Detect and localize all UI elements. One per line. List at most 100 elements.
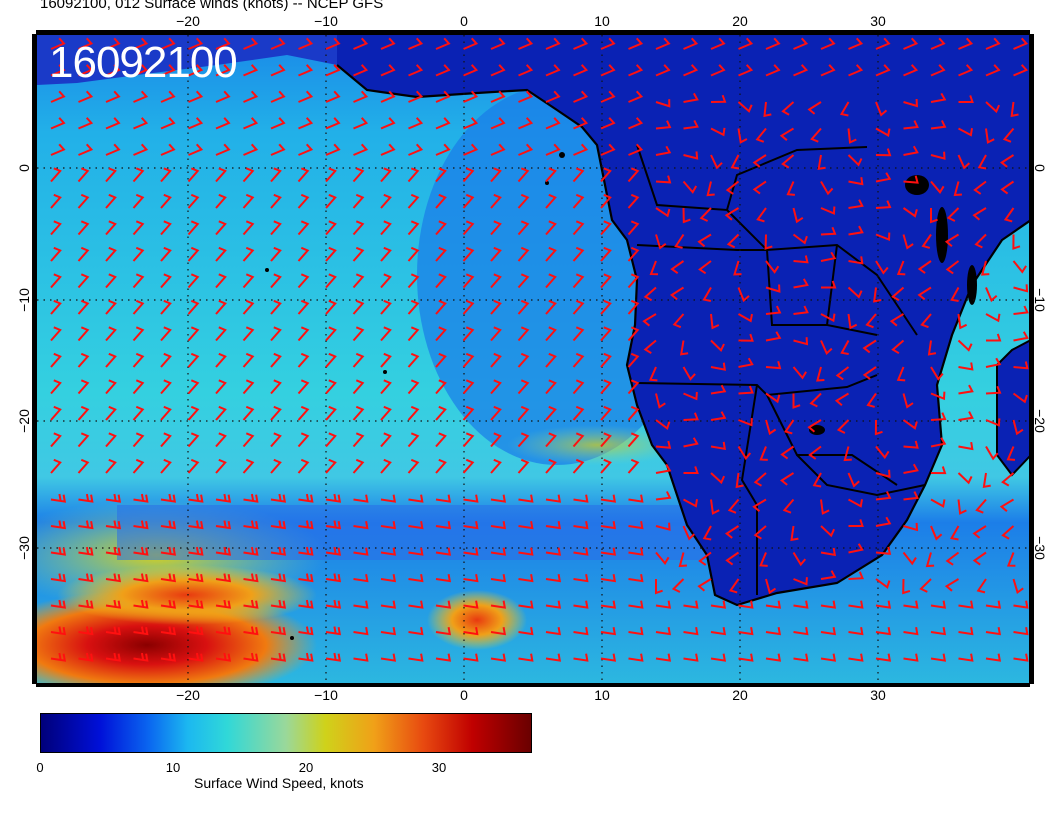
wind-barb [133, 546, 149, 556]
wind-barb [270, 652, 287, 662]
wind-barb [50, 37, 66, 50]
wind-barb [435, 379, 447, 395]
wind-barb [188, 37, 204, 50]
wind-barb [463, 600, 479, 609]
wind-barb [462, 458, 475, 474]
wind-barb [545, 117, 561, 130]
wind-barb [518, 117, 534, 130]
wind-barb [325, 573, 342, 583]
wind-barb [325, 117, 341, 130]
wind-barb [105, 599, 122, 609]
wind-barb [78, 117, 94, 130]
wind-barb [628, 64, 644, 77]
wind-barb [573, 574, 589, 583]
wind-barb [600, 90, 616, 103]
wind-barb [133, 117, 149, 130]
wind-barb [435, 64, 451, 77]
wind-barb [1013, 653, 1029, 662]
wind-map: 16092100 [36, 34, 1030, 684]
wind-barb [517, 193, 530, 209]
wind-barb [353, 574, 369, 583]
wind-barb [408, 627, 424, 636]
wind-barb [105, 546, 122, 556]
colorbar-label: Surface Wind Speed, knots [194, 775, 364, 791]
wind-barb [298, 546, 314, 556]
wind-barb [160, 573, 177, 583]
wind-barb [435, 167, 447, 183]
wind-barb [945, 551, 960, 566]
wind-barb [187, 246, 200, 262]
wind-barb [985, 313, 1001, 323]
wind-barb [672, 313, 685, 329]
wind-barb [490, 37, 506, 50]
wind-barb [763, 101, 772, 118]
wind-barb [545, 600, 562, 609]
wind-barb [325, 326, 337, 342]
wind-barb [242, 167, 255, 183]
wind-barb [380, 458, 392, 474]
wind-barb [50, 352, 62, 368]
wind-barb [408, 574, 424, 583]
wind-barb [132, 326, 145, 342]
wind-barb [490, 405, 502, 421]
wind-barb [573, 600, 589, 609]
wind-barb [187, 405, 200, 421]
wind-barb [958, 384, 974, 395]
wind-barb [215, 220, 227, 236]
wind-barb [160, 405, 172, 421]
wind-barb [600, 326, 612, 342]
wind-barb [755, 127, 767, 143]
wind-barb [572, 299, 585, 315]
wind-barb [50, 405, 62, 421]
wind-barb [78, 143, 94, 156]
wind-barb [973, 180, 987, 195]
wind-barb [380, 167, 392, 183]
wind-barb [270, 143, 286, 156]
wind-barb [353, 117, 369, 130]
wind-barb [298, 573, 314, 583]
wind-barb [710, 154, 723, 170]
colorbar-tick: 0 [36, 760, 44, 775]
wind-barb [132, 379, 145, 395]
wind-barb [380, 117, 396, 130]
wind-barb [930, 627, 947, 636]
wind-barb [380, 432, 392, 448]
wind-barb [957, 472, 973, 485]
wind-barb [790, 525, 799, 542]
wind-barb [435, 432, 447, 448]
wind-barb [490, 458, 502, 474]
wind-barb [600, 494, 617, 503]
wind-barb [903, 627, 919, 636]
wind-barb [298, 143, 314, 156]
wind-barb [683, 466, 699, 474]
wind-barb [682, 525, 695, 541]
wind-barb [903, 37, 919, 50]
wind-barb [683, 119, 699, 130]
wind-barb [408, 521, 424, 530]
lon-tick-top: 20 [732, 13, 748, 29]
wind-barb [50, 573, 67, 583]
lon-tick-bottom: 20 [732, 687, 748, 703]
wind-barb [188, 546, 204, 556]
wind-barb [820, 64, 836, 77]
wind-barb [435, 246, 447, 262]
wind-barb [187, 352, 200, 368]
wind-barb [862, 366, 877, 380]
wind-barb [738, 357, 754, 368]
wind-barb [902, 551, 917, 566]
wind-barb [407, 193, 420, 209]
wind-barb [490, 379, 502, 395]
wind-barb [765, 600, 782, 609]
wind-barb [765, 653, 782, 662]
wind-barb [628, 521, 644, 530]
wind-barb [435, 90, 451, 103]
wind-barb [105, 64, 121, 77]
wind-barb [132, 273, 145, 289]
wind-barb [462, 220, 475, 236]
wind-barb [463, 37, 479, 50]
wind-barb [160, 493, 177, 503]
wind-barb [792, 551, 807, 567]
wind-barb [545, 167, 557, 183]
wind-barb [792, 207, 804, 224]
wind-barb [325, 220, 337, 236]
